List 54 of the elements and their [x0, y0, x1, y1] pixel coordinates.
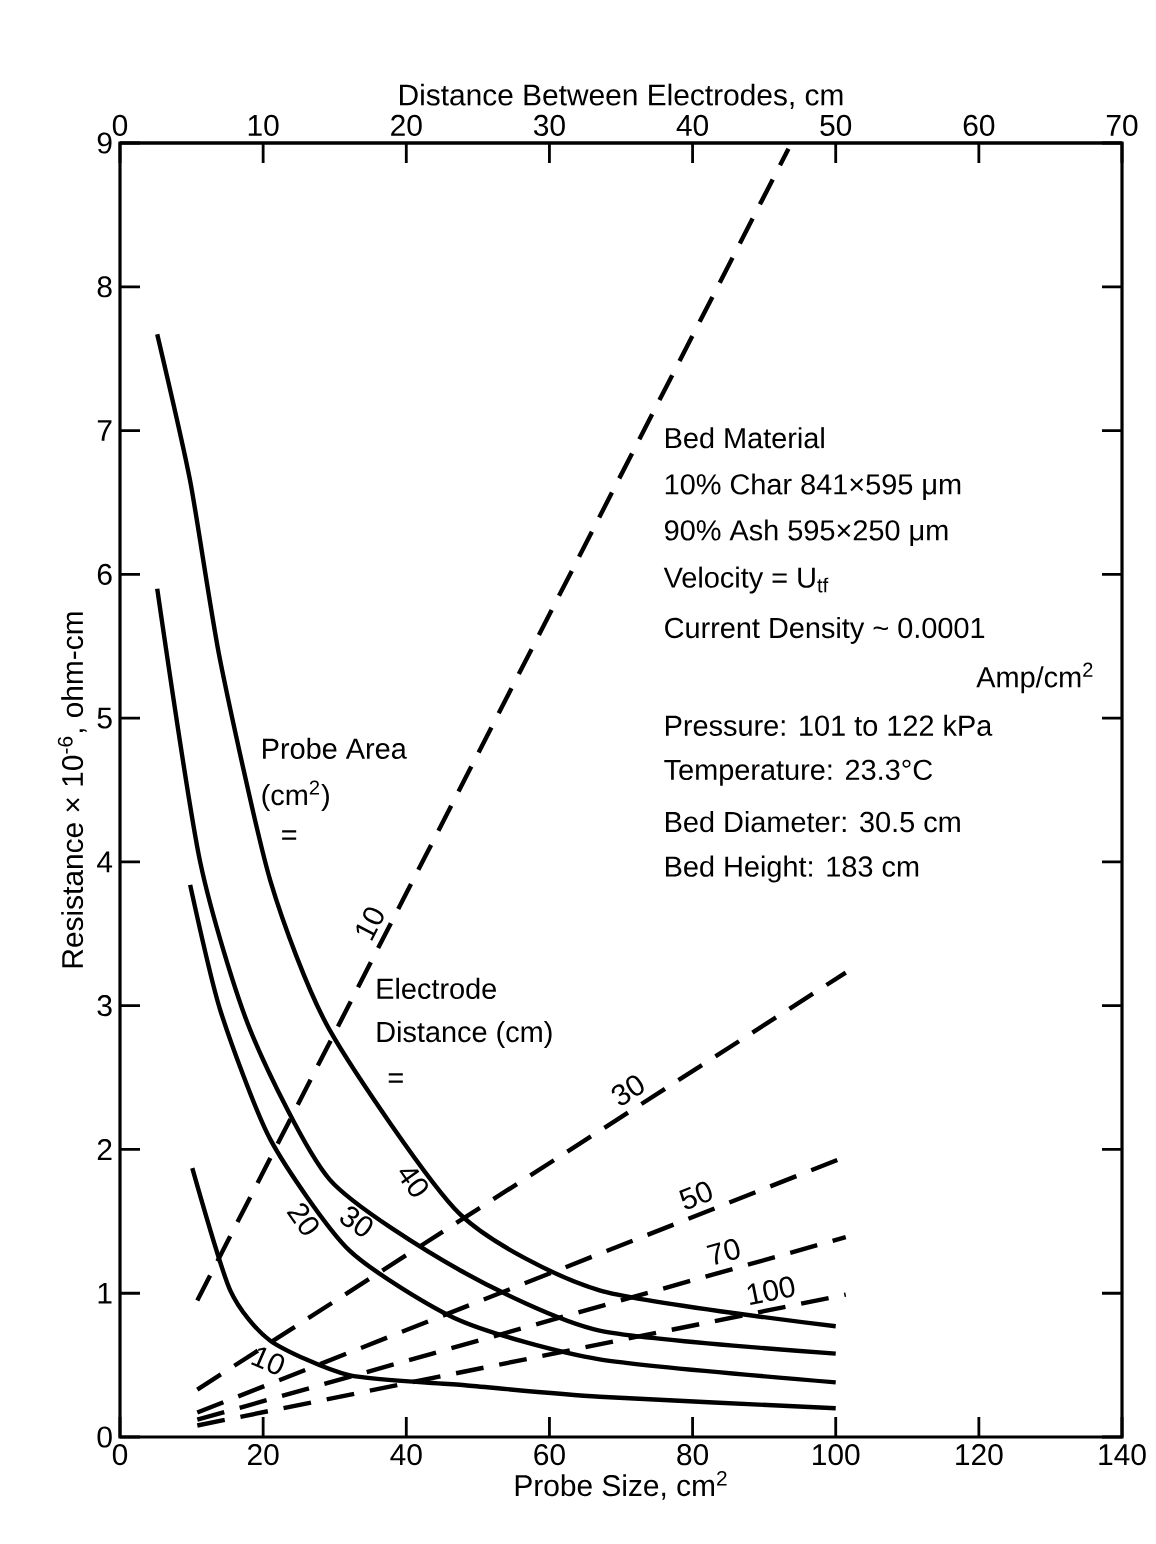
y-tick-label: 9 — [97, 132, 112, 154]
y-tick-label: 7 — [97, 420, 112, 441]
annotation: Bed Material — [666, 427, 824, 449]
text: 10 — [251, 1347, 285, 1375]
y-tick-label: 5 — [97, 707, 112, 729]
text: 10 — [356, 907, 384, 941]
x-tick-label: 120 — [956, 1444, 1003, 1466]
y-tick-label: 8 — [97, 276, 112, 298]
x2-tick-label: 10 — [248, 114, 279, 136]
annotation: Bed Height: 183 cm — [666, 855, 919, 883]
annotation: Current Density ~ 0.0001 — [665, 616, 985, 644]
y-axis-title: Resistance × 10$^{-6}$, ohm-cm — [57, 612, 87, 968]
x-tick-label: 140 — [1099, 1444, 1146, 1466]
y-tick-label: 0 — [97, 1426, 112, 1448]
x-tick-label: 80 — [677, 1444, 709, 1466]
annotation: Distance (cm) — [377, 1020, 552, 1048]
annotation: Amp/cm$^{2}$ — [976, 662, 1093, 694]
text: 20 — [286, 1203, 319, 1235]
annotation: Electrode — [377, 977, 496, 1000]
annotation: = — [282, 830, 297, 840]
x2-tick-label: 70 — [1106, 114, 1138, 136]
text: 40 — [399, 1169, 428, 1197]
x2-tick-label: 60 — [963, 114, 995, 136]
text: 50 — [679, 1181, 712, 1209]
x-tick-label: 0 — [112, 1444, 128, 1466]
x-tick-label: 60 — [534, 1444, 565, 1466]
annotation: 10% Char 841×595 μm — [665, 473, 961, 500]
text: 30 — [340, 1206, 373, 1237]
annotation: Bed Diameter: 30.5 cm — [666, 811, 960, 833]
y-tick-label: 6 — [97, 563, 112, 585]
x-tick-label: 20 — [248, 1444, 279, 1466]
x-axis-title: Probe Size, cm$^{2}$ — [515, 1470, 727, 1500]
x2-tick-label: 40 — [676, 114, 708, 136]
x-tick-label: 100 — [813, 1444, 860, 1466]
x2-tick-label: 50 — [820, 114, 852, 136]
annotation: Probe Area — [263, 737, 407, 759]
x2-tick-label: 20 — [391, 114, 422, 136]
annotation: Velocity = U$_{tf}$ — [663, 566, 829, 594]
annotation: = — [388, 1073, 403, 1083]
annotation: (cm$^{2}$) — [262, 780, 329, 812]
y-tick-label: 3 — [97, 995, 112, 1017]
y-tick-label: 4 — [97, 851, 113, 873]
annotation: 90% Ash 595×250 μm — [664, 519, 948, 546]
x-tick-label: 40 — [390, 1444, 422, 1466]
x2-tick-label: 0 — [112, 114, 128, 136]
x2-tick-label: 30 — [533, 114, 565, 136]
text: 30 — [611, 1075, 644, 1105]
annotation: Temperature: 23.3°C — [664, 759, 933, 786]
x2-axis-title: Distance Between Electrodes, cm — [400, 83, 843, 110]
y-tick-label: 1 — [98, 1282, 112, 1304]
text: 70 — [706, 1238, 740, 1265]
y-tick-label: 2 — [97, 1139, 112, 1160]
text: 100 — [747, 1276, 795, 1306]
annotation: Pressure: 101 to 122 kPa — [666, 714, 993, 736]
